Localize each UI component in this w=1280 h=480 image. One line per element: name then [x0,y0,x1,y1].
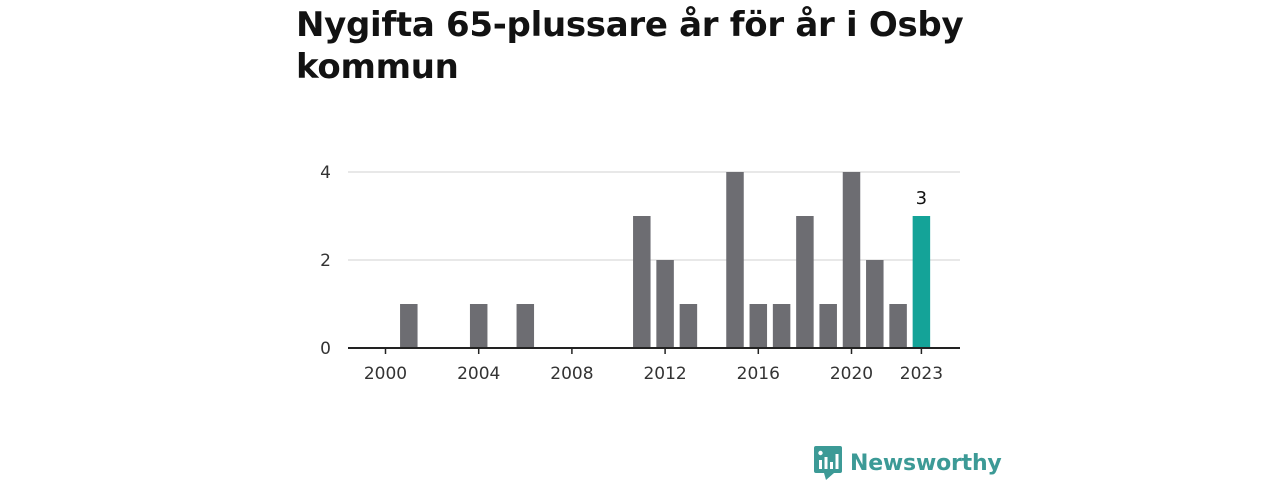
labels: 0 2 4 2000 2004 2008 2012 2016 2020 2023 3 [320,163,943,384]
bar-2019 [819,304,837,348]
bars [400,172,931,348]
bar-2018 [796,216,814,348]
data-label-2023: 3 [916,188,927,209]
bar-2021 [866,260,884,348]
grid-lines [348,171,960,261]
x-tick-label-2000: 2000 [364,364,407,384]
bar-chart: 0 2 4 2000 2004 2008 2012 2016 2020 2023 3 [320,163,960,384]
axes [348,347,960,354]
chart-title: Nygifta 65-plussare år för år i Osby kom… [296,5,964,87]
bar-2017 [772,304,791,348]
bar-2006 [516,304,535,348]
bar-2023 [912,216,931,348]
y-tick-label-2: 2 [320,251,331,271]
bar-2001 [400,304,418,348]
brand-name: Newsworthy [850,450,1002,476]
x-tick-label-2016: 2016 [737,364,780,384]
x-tick-label-2023: 2023 [900,364,943,384]
bar-2013 [679,304,698,348]
x-tick-label-2012: 2012 [643,364,686,384]
x-tick-label-2020: 2020 [830,364,873,384]
bar-2012 [656,260,674,348]
x-tick-label-2004: 2004 [457,364,500,384]
y-tick-label-0: 0 [320,339,331,359]
bar-2015 [726,172,744,348]
bar-2020 [842,172,861,348]
bar-2016 [749,304,768,348]
bar-2004 [469,304,488,348]
x-tick-label-2008: 2008 [550,364,593,384]
bar-2022 [889,304,907,348]
newsworthy-logo-icon [814,446,842,480]
brand-logo[interactable]: Newsworthy [814,446,1002,480]
bar-2011 [633,216,651,348]
y-tick-label-4: 4 [320,163,331,183]
